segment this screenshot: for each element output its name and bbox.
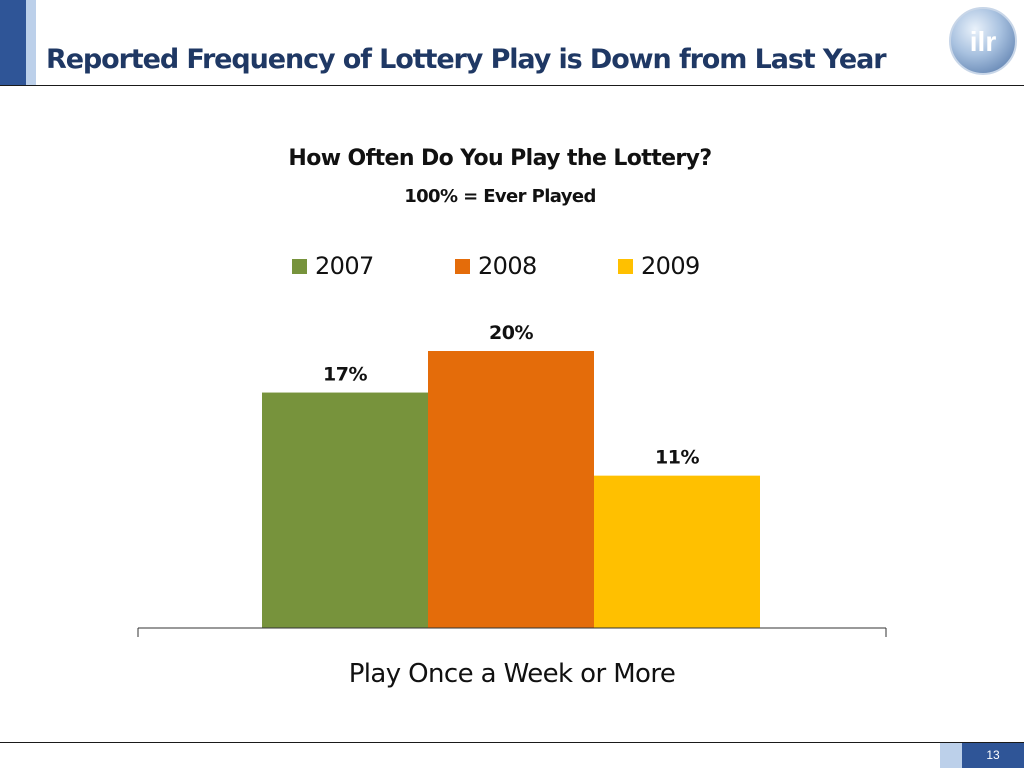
bar-2009 xyxy=(594,475,760,628)
data-label-2009: 11% xyxy=(655,447,699,469)
page-number: 13 xyxy=(986,748,1000,762)
chart-legend: 2007 2008 2009 xyxy=(0,252,1024,286)
legend-label-2007: 2007 xyxy=(315,252,374,280)
chart-subtitle: 100% = Ever Played xyxy=(404,186,596,207)
legend-item-2009: 2009 xyxy=(618,252,700,280)
x-tick-label: Play Once a Week or More xyxy=(349,659,676,689)
logo-text: ilr xyxy=(970,26,997,57)
header-accent-bar xyxy=(0,0,26,86)
header-accent-bar-light xyxy=(26,0,36,86)
bar-2007 xyxy=(262,392,428,628)
chart-title: How Often Do You Play the Lottery? xyxy=(288,146,712,171)
legend-swatch-2008 xyxy=(455,258,470,274)
legend-swatch-2009 xyxy=(618,258,633,274)
data-label-2007: 17% xyxy=(323,364,367,386)
legend-label-2009: 2009 xyxy=(641,252,700,280)
header-divider xyxy=(0,85,1024,86)
footer-accent-light xyxy=(940,743,962,768)
legend-item-2008: 2008 xyxy=(455,252,537,280)
bar-2008 xyxy=(428,351,594,628)
legend-label-2008: 2008 xyxy=(478,252,537,280)
slide-title: Reported Frequency of Lottery Play is Do… xyxy=(46,44,887,75)
ilr-logo-icon: ilr xyxy=(949,7,1017,75)
legend-swatch-2007 xyxy=(292,258,307,274)
footer-divider xyxy=(0,742,1024,743)
legend-item-2007: 2007 xyxy=(292,252,374,280)
data-label-2008: 20% xyxy=(489,322,533,344)
footer-accent-dark xyxy=(962,743,1024,768)
